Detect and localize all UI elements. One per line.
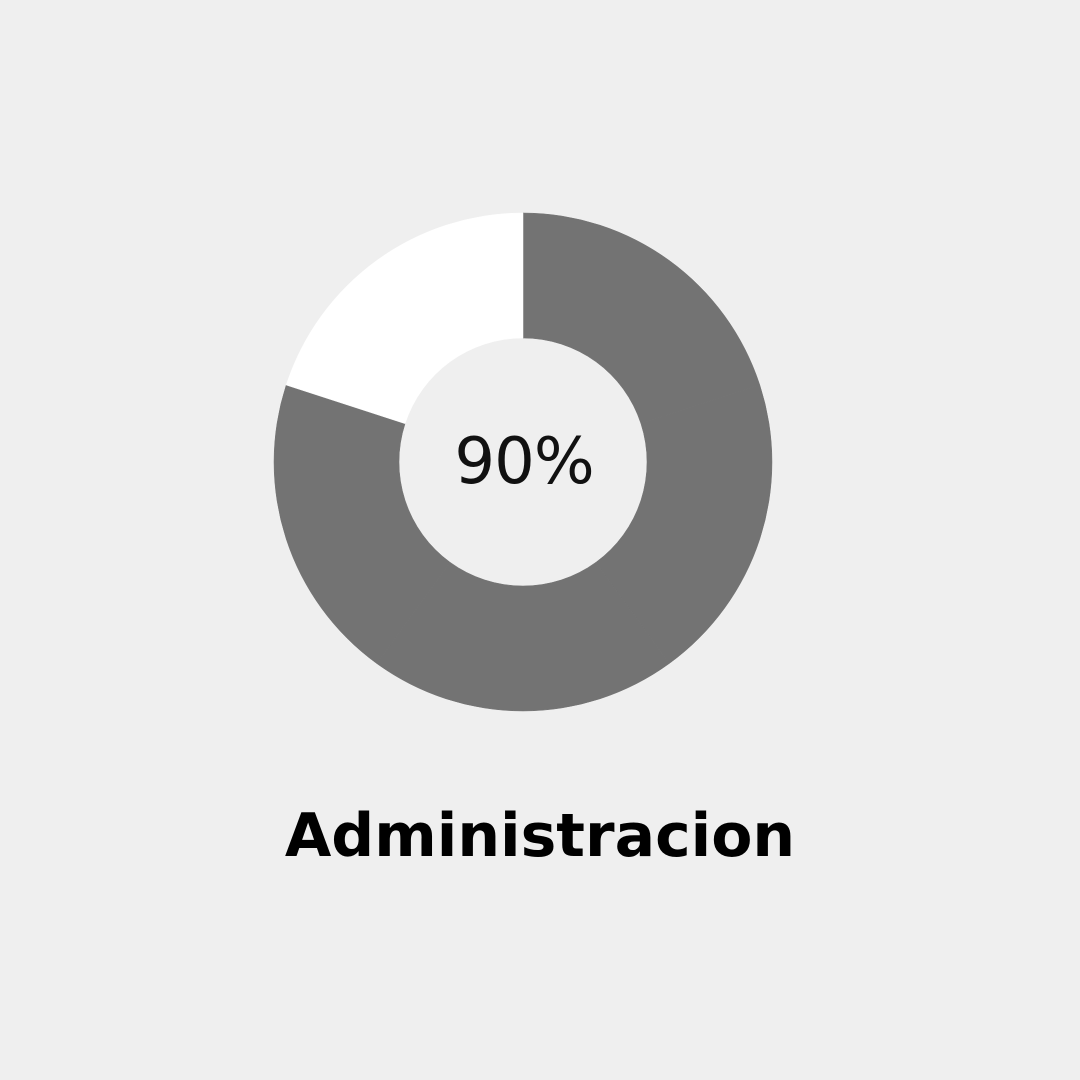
donut-segment-3-filled — [376, 561, 670, 712]
donut-segment-1-filled — [522, 212, 761, 424]
center-percentage: 90% — [454, 425, 594, 499]
donut-segment-4-filled — [273, 384, 451, 664]
donut-segment-2-filled — [595, 384, 773, 664]
chart-category-label: Administracion — [284, 801, 796, 871]
donut-segment-5-empty — [285, 212, 524, 424]
